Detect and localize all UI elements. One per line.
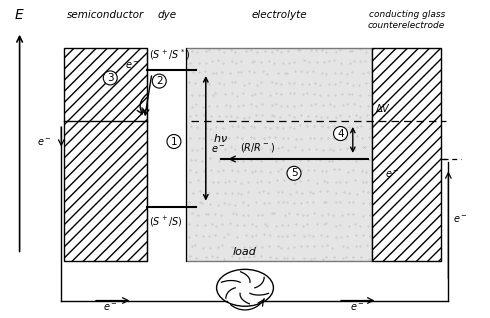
Text: conducting glass
counterelectrode: conducting glass counterelectrode [368,10,445,30]
Ellipse shape [167,135,181,149]
Bar [64,48,147,261]
Text: 3: 3 [107,73,114,83]
Bar [372,48,441,261]
Ellipse shape [287,166,301,180]
Text: 5: 5 [291,168,297,178]
Text: $(R/R^-)$: $(R/R^-)$ [240,141,275,154]
Text: $(S^+/S^*)$: $(S^+/S^*)$ [149,47,191,62]
Text: $h\nu$: $h\nu$ [213,132,228,144]
Text: $e^-$: $e^-$ [37,137,51,148]
Bar [186,48,372,261]
Ellipse shape [334,127,347,141]
Text: $e^-$: $e^-$ [103,302,118,313]
Text: $e^-$: $e^-$ [350,302,365,313]
Text: 4: 4 [337,128,344,139]
Text: 2: 2 [156,76,163,86]
Text: $(S^+/S)$: $(S^+/S)$ [149,215,183,229]
Text: load: load [233,247,257,257]
Text: $e^-$: $e^-$ [385,169,399,180]
Text: electrolyte: electrolyte [251,10,307,19]
Text: $e^-$: $e^-$ [211,144,225,155]
Text: 1: 1 [171,136,177,147]
Ellipse shape [103,71,117,85]
Ellipse shape [152,74,166,88]
Text: dye: dye [157,10,176,19]
Text: $e^-$: $e^-$ [125,60,140,71]
Text: $\Delta V$: $\Delta V$ [375,102,391,114]
Text: $E$: $E$ [14,8,25,22]
Text: semiconductor: semiconductor [67,10,144,19]
Text: $e^-$: $e^-$ [453,214,468,225]
